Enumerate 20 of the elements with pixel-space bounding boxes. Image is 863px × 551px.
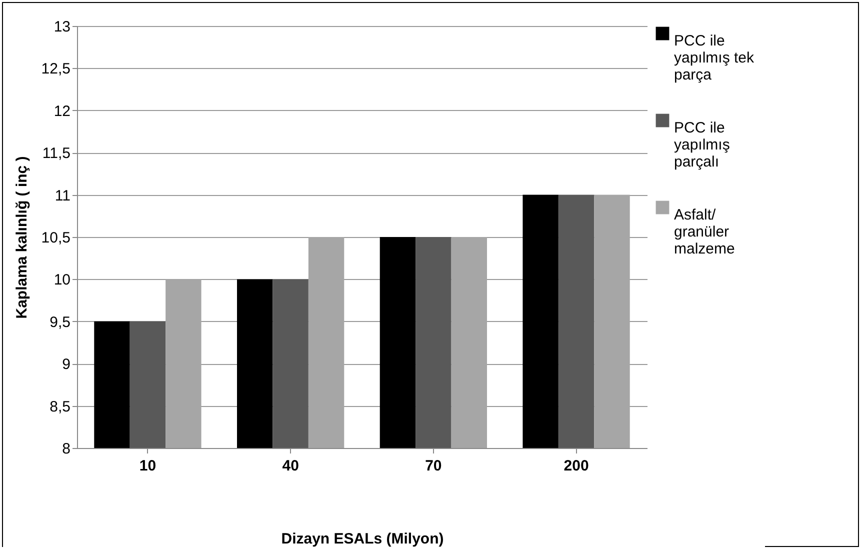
y-tick-label: 9,5 — [50, 314, 70, 331]
y-tick-label: 8 — [62, 440, 70, 458]
y-tick-label: 11 — [54, 187, 70, 204]
legend-label: PCC ile yapılmış parçalı — [674, 120, 730, 170]
y-tick-label: 8,5 — [50, 398, 70, 416]
legend-label: PCC ile yapılmış tek parça — [674, 32, 755, 84]
legend-label: Asfalt/ granüler malzeme — [674, 206, 735, 258]
y-tick-label: 12 — [54, 102, 70, 120]
x-tick-label: 40 — [282, 458, 299, 474]
y-tick-label: 12,5 — [41, 60, 70, 78]
y-tick-label: 11,5 — [42, 145, 70, 162]
x-tick-label: 10 — [139, 458, 156, 474]
y-tick-label: 9 — [62, 356, 70, 374]
x-tick-label: 70 — [425, 458, 442, 474]
y-tick-label: 13 — [54, 18, 70, 36]
y-axis-title: Kaplama kalınlığ ( inç ) — [13, 156, 30, 319]
y-tick-label: 10,5 — [41, 230, 70, 246]
y-tick-label: 10 — [54, 272, 70, 289]
x-tick-label: 200 — [564, 458, 589, 474]
x-axis-title: Dizayn ESALs (Milyon) — [281, 530, 444, 548]
